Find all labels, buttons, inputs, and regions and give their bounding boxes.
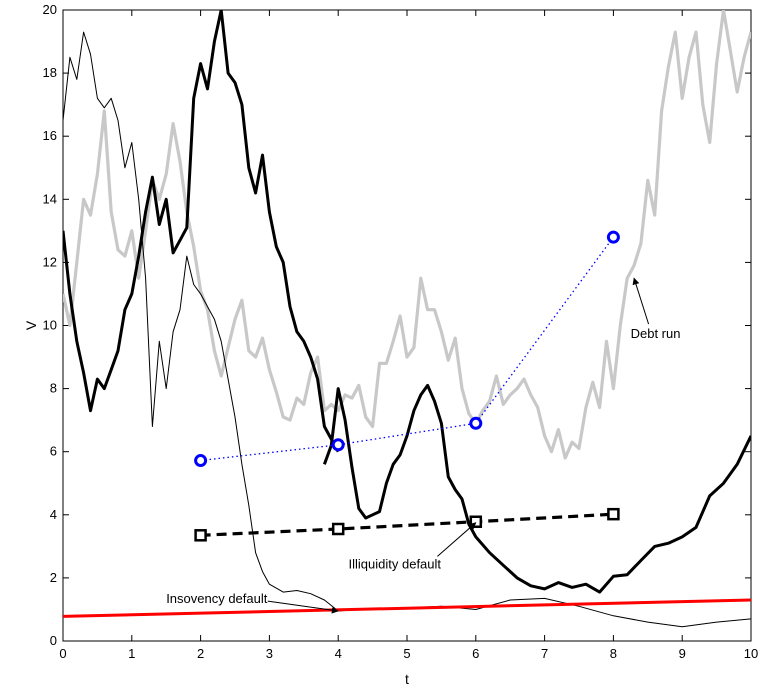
y-tick-label: 18 — [43, 65, 57, 80]
series-red-line — [63, 598, 751, 618]
annotation-text: Insovency default — [166, 591, 268, 606]
blue-circle-marker — [194, 454, 208, 468]
y-tick-label: 10 — [43, 318, 57, 333]
x-tick-label: 2 — [197, 646, 204, 661]
y-tick-label: 8 — [50, 381, 57, 396]
y-tick-label: 12 — [43, 254, 57, 269]
black-square-marker — [607, 507, 620, 521]
series-black-dashed-squares — [200, 512, 614, 537]
x-tick-label: 7 — [541, 646, 548, 661]
series-layer — [63, 10, 751, 628]
annotation-arrow — [632, 277, 650, 325]
black-square-marker — [194, 529, 207, 542]
x-tick-label: 6 — [472, 646, 479, 661]
x-tick-label: 0 — [59, 646, 66, 661]
x-tick-label: 5 — [403, 646, 410, 661]
x-tick-label: 8 — [610, 646, 617, 661]
annotation-arrow — [267, 600, 339, 614]
series-blue-dotted-markers — [200, 236, 614, 462]
y-tick-label: 14 — [43, 191, 57, 206]
blue-circle-marker — [606, 230, 620, 244]
series-gray — [63, 10, 751, 460]
blue-circle-marker — [331, 438, 345, 452]
x-tick-label: 1 — [128, 646, 135, 661]
series-thick-black-1 — [63, 10, 340, 453]
annotation-text: Illiquidity default — [349, 556, 442, 571]
y-tick-label: 16 — [43, 128, 57, 143]
y-tick-label: 0 — [50, 633, 57, 648]
annotation-arrow — [437, 522, 477, 557]
annotation-text: Debt run — [631, 326, 681, 341]
markers-layer — [194, 230, 620, 542]
y-tick-label: 4 — [50, 507, 57, 522]
blue-circle-marker — [469, 416, 483, 430]
x-tick-label: 9 — [679, 646, 686, 661]
y-axis-label: V — [23, 320, 39, 330]
series-thin-black — [63, 31, 751, 628]
y-tick-label: 20 — [43, 2, 57, 17]
annotations: Debt run Illiquidity default Insovency def… — [166, 277, 681, 614]
y-tick-label: 6 — [50, 444, 57, 459]
x-tick-label: 10 — [744, 646, 758, 661]
black-square-marker — [331, 522, 345, 536]
x-axis-label: t — [405, 671, 409, 687]
y-tick-label: 2 — [50, 570, 57, 585]
x-tick-label: 3 — [266, 646, 273, 661]
x-tick-label: 4 — [335, 646, 342, 661]
